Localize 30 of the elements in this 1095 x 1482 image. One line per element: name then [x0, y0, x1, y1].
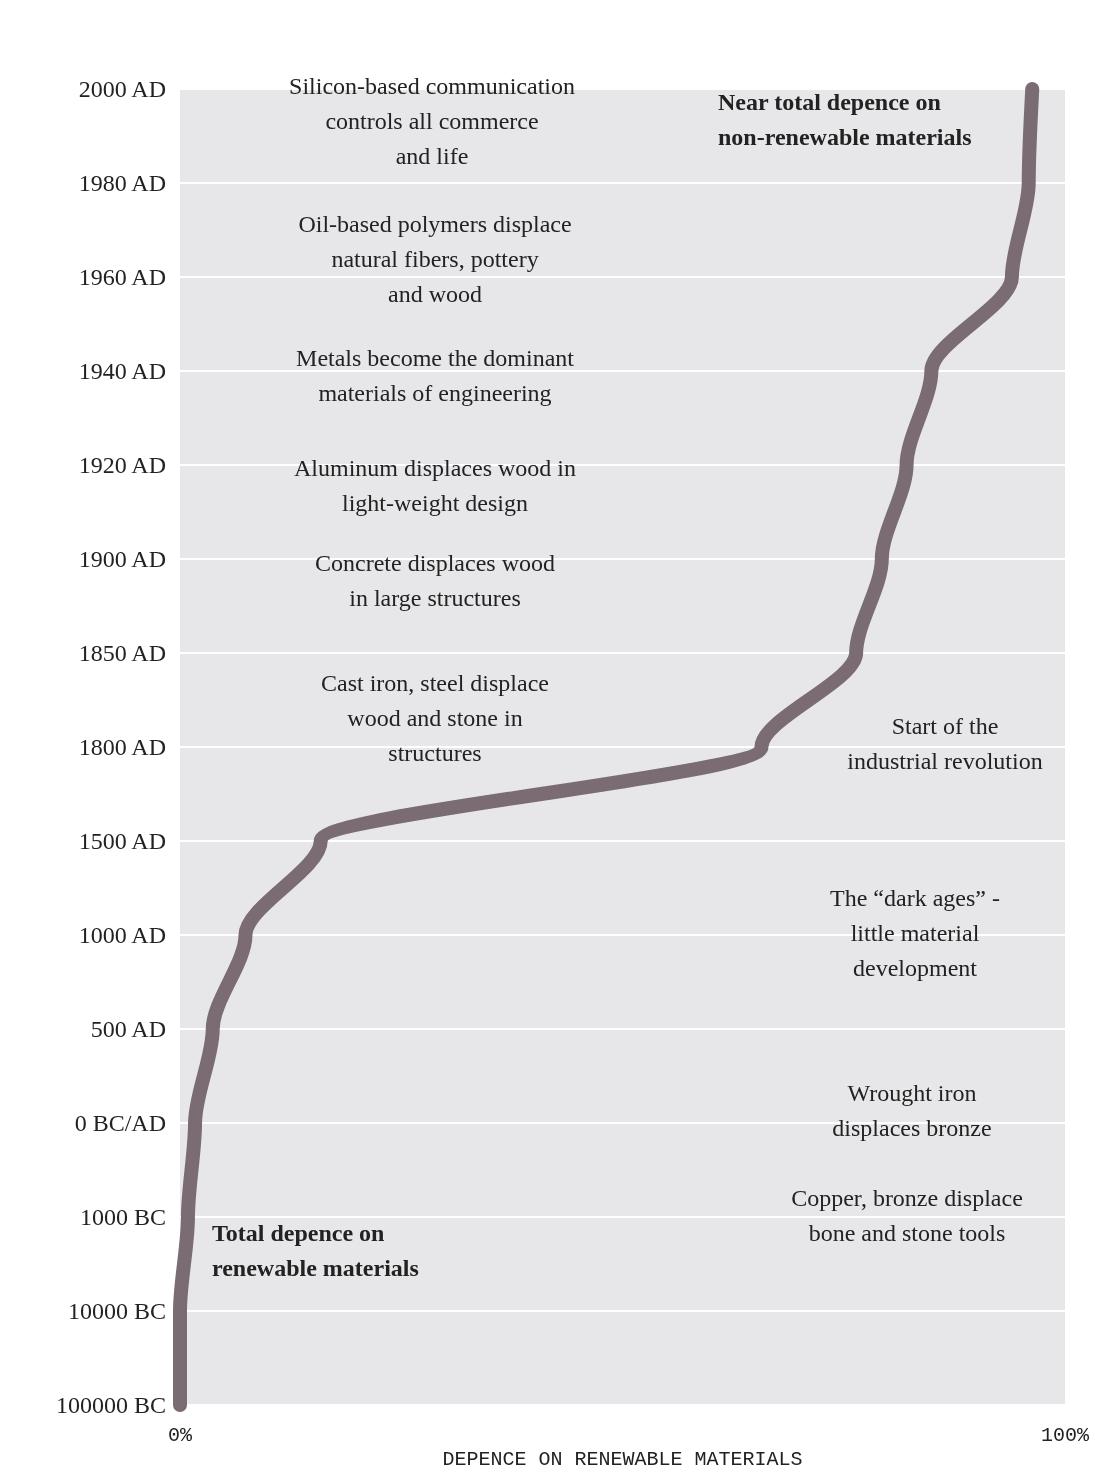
annotation: Aluminum displaces wood in light-weight design: [294, 454, 576, 516]
annotation: Near total depence on non-renewable materials: [718, 88, 972, 150]
y-tick-label: 0 BC/AD: [74, 1110, 166, 1136]
annotation: Concrete displaces wood in large structures: [315, 549, 555, 611]
y-tick-label: 500 AD: [90, 1016, 166, 1042]
x-tick-label: 100%: [1040, 1423, 1090, 1447]
annotation: Wrought iron displaces bronze: [832, 1079, 992, 1141]
annotation: The “dark ages” - little material development: [830, 884, 1000, 981]
annotation: Silicon-based communication controls all commerce and life: [289, 72, 575, 169]
y-tick-label: 100000 BC: [55, 1392, 166, 1418]
y-tick-label: 1980 AD: [78, 170, 166, 196]
y-tick-label: 1900 AD: [78, 546, 166, 572]
y-tick-label: 1940 AD: [78, 358, 166, 384]
annotation: Total depence on renewable materials: [212, 1219, 419, 1281]
y-tick-label: 2000 AD: [78, 76, 166, 102]
y-tick-label: 1500 AD: [78, 828, 166, 854]
annotation: Copper, bronze displace bone and stone tools: [791, 1184, 1023, 1246]
y-tick-label: 1000 BC: [79, 1204, 166, 1230]
annotation: Oil-based polymers displace natural fibers, pottery and wood: [298, 210, 572, 307]
annotation: Cast iron, steel displace wood and stone in structures: [321, 669, 549, 766]
y-tick-label: 1850 AD: [78, 640, 166, 666]
annotation: Start of the industrial revolution: [847, 712, 1043, 774]
y-tick-label: 1920 AD: [78, 452, 166, 478]
x-tick-label: 0%: [167, 1423, 193, 1447]
y-tick-label: 1960 AD: [78, 264, 166, 290]
annotation: Metals become the dominant materials of engineering: [296, 344, 575, 406]
y-tick-label: 10000 BC: [67, 1298, 166, 1324]
y-tick-label: 1800 AD: [78, 734, 166, 760]
y-tick-label: 1000 AD: [78, 922, 166, 948]
x-axis-title: DEPENCE ON RENEWABLE MATERIALS: [442, 1448, 803, 1472]
